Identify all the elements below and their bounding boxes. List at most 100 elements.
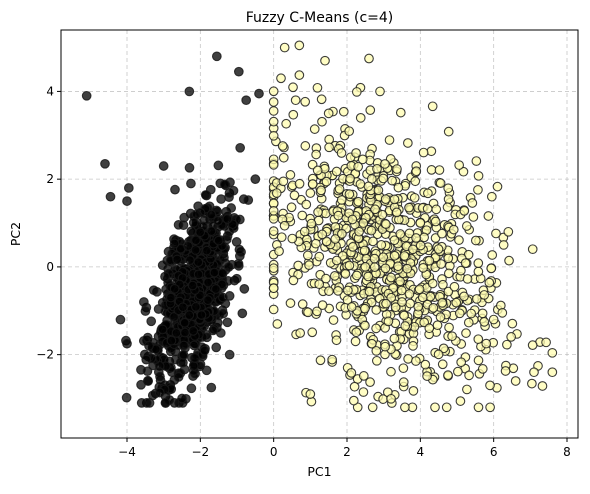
- data-point-cluster-1: [460, 258, 471, 268]
- data-point-cluster-1: [297, 299, 308, 310]
- data-point-cluster-1: [321, 176, 332, 187]
- data-point-cluster-0: [171, 328, 182, 338]
- data-point-cluster-1: [360, 303, 370, 314]
- data-point-cluster-1: [473, 266, 484, 277]
- data-point-cluster-1: [375, 86, 385, 97]
- data-point-cluster-1: [285, 170, 296, 180]
- data-point-cluster-1: [427, 278, 438, 289]
- data-point-cluster-1: [365, 105, 376, 115]
- data-point-cluster-1: [391, 207, 402, 218]
- data-point-cluster-1: [350, 336, 361, 347]
- data-point-cluster-0: [188, 217, 199, 228]
- data-point-cluster-0: [200, 190, 211, 200]
- y-axis-label: PC2: [8, 222, 23, 246]
- data-point-cluster-1: [424, 323, 435, 334]
- data-point-cluster-0: [172, 254, 183, 265]
- data-point-cluster-1: [455, 396, 466, 406]
- data-point-cluster-1: [492, 181, 503, 192]
- data-point-cluster-0: [157, 260, 168, 271]
- data-point-cluster-1: [473, 355, 484, 366]
- data-point-cluster-1: [527, 340, 538, 350]
- data-point-cluster-1: [338, 106, 349, 117]
- data-point-cluster-1: [376, 240, 387, 250]
- data-point-cluster-1: [503, 226, 514, 237]
- data-point-cluster-1: [477, 364, 488, 374]
- data-point-cluster-1: [449, 281, 460, 292]
- data-point-cluster-0: [203, 295, 213, 306]
- data-point-cluster-1: [471, 294, 482, 304]
- data-point-cluster-1: [330, 234, 341, 244]
- data-point-cluster-1: [327, 354, 337, 365]
- data-point-cluster-1: [423, 188, 433, 199]
- data-point-cluster-1: [398, 377, 409, 387]
- data-point-cluster-1: [433, 349, 444, 360]
- data-point-cluster-1: [351, 148, 361, 158]
- data-point-cluster-1: [274, 246, 284, 257]
- data-point-cluster-1: [268, 283, 279, 294]
- data-point-cluster-1: [448, 224, 459, 235]
- axes-frame: [60, 29, 579, 439]
- data-point-cluster-0: [81, 90, 92, 101]
- data-point-cluster-1: [268, 86, 279, 97]
- data-point-cluster-1: [370, 204, 380, 215]
- data-point-cluster-0: [206, 209, 217, 220]
- data-point-cluster-1: [345, 173, 355, 184]
- data-point-cluster-1: [399, 310, 409, 321]
- data-point-cluster-1: [415, 218, 426, 228]
- data-point-cluster-0: [169, 283, 180, 294]
- data-point-cluster-1: [459, 291, 469, 302]
- data-point-cluster-1: [272, 319, 283, 329]
- data-point-cluster-0: [241, 95, 252, 106]
- data-point-cluster-0: [228, 185, 239, 196]
- data-point-cluster-1: [286, 202, 297, 213]
- data-point-cluster-1: [358, 371, 369, 381]
- data-point-cluster-1: [312, 165, 323, 176]
- data-point-cluster-1: [371, 323, 381, 334]
- data-point-cluster-1: [323, 108, 334, 119]
- data-point-cluster-1: [485, 402, 495, 413]
- data-point-cluster-0: [213, 235, 224, 246]
- data-point-cluster-0: [105, 191, 116, 202]
- data-point-cluster-1: [444, 322, 454, 333]
- data-point-cluster-0: [237, 308, 248, 319]
- x-axis-label: PC1: [307, 464, 331, 479]
- data-point-cluster-0: [184, 86, 195, 97]
- data-point-cluster-0: [157, 324, 168, 335]
- data-point-cluster-0: [203, 277, 213, 288]
- data-point-cluster-0: [196, 310, 207, 320]
- x-tick-label: 6: [490, 445, 498, 459]
- data-point-cluster-1: [301, 199, 312, 210]
- y-tick-label: 4: [46, 84, 54, 98]
- data-point-cluster-1: [456, 357, 467, 368]
- data-point-cluster-1: [486, 263, 497, 274]
- data-point-cluster-1: [443, 268, 454, 279]
- data-point-cluster-1: [506, 332, 517, 342]
- data-point-cluster-0: [186, 178, 196, 189]
- data-point-cluster-0: [219, 252, 229, 263]
- data-point-cluster-0: [250, 174, 261, 185]
- data-point-cluster-0: [140, 306, 151, 316]
- data-point-cluster-1: [384, 135, 395, 145]
- data-point-cluster-1: [428, 302, 439, 313]
- data-point-cluster-0: [154, 387, 165, 398]
- data-point-cluster-1: [268, 116, 279, 127]
- data-point-cluster-1: [288, 275, 299, 286]
- data-point-cluster-1: [306, 218, 317, 229]
- data-point-cluster-1: [288, 82, 298, 93]
- data-point-cluster-1: [304, 260, 314, 270]
- data-point-cluster-1: [316, 94, 327, 105]
- data-point-cluster-0: [201, 245, 212, 256]
- data-point-cluster-0: [191, 209, 202, 220]
- data-point-cluster-1: [278, 176, 289, 187]
- data-point-cluster-1: [411, 233, 421, 243]
- data-point-cluster-1: [389, 250, 400, 261]
- data-point-cluster-1: [443, 194, 454, 205]
- data-point-cluster-0: [160, 271, 170, 282]
- data-point-cluster-0: [231, 273, 242, 284]
- data-point-cluster-1: [324, 142, 334, 153]
- data-point-cluster-0: [187, 280, 198, 291]
- data-point-cluster-1: [443, 253, 454, 264]
- data-point-cluster-1: [485, 380, 495, 391]
- data-point-cluster-1: [314, 279, 325, 290]
- data-point-cluster-1: [271, 188, 282, 198]
